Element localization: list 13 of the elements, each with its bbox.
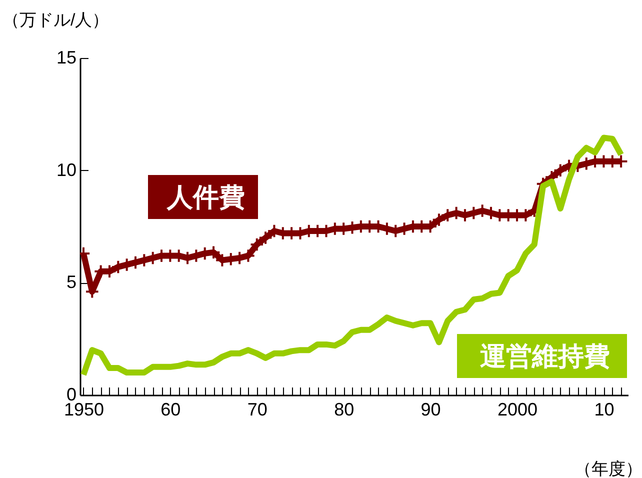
x-tick-label: 70 [247,400,268,420]
x-tick-label: 90 [420,400,441,420]
y-tick-label: 10 [56,160,76,180]
x-tick-label: 80 [334,400,354,420]
x-axis-title: （年度） [574,460,642,478]
x-tick-label: 10 [594,400,614,420]
series-label: 運営維持費 [480,341,610,371]
y-axis-title: （万ドル/人） [2,10,110,30]
x-tick-label: 60 [160,400,181,420]
x-tick-label: 2000 [497,400,538,420]
y-tick-label: 15 [56,48,76,68]
y-tick-label: 5 [66,272,76,292]
series-label: 人件費 [166,182,245,212]
